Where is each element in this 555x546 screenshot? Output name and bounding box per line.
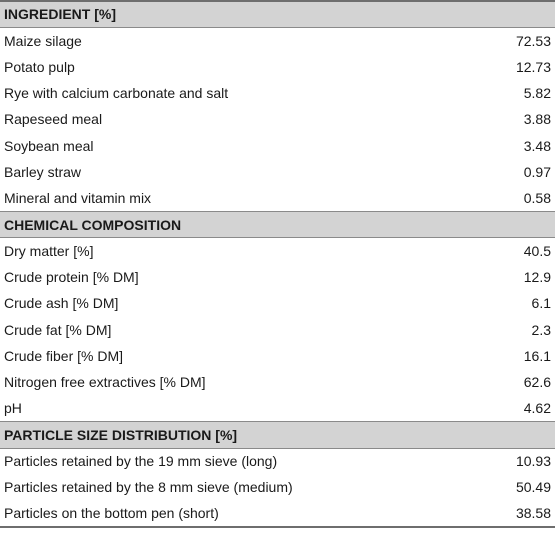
table-row: Rye with calcium carbonate and salt 5.82 (0, 80, 555, 106)
row-value: 12.73 (515, 58, 551, 75)
table-row: Barley straw 0.97 (0, 159, 555, 185)
table-row: Crude protein [% DM] 12.9 (0, 264, 555, 290)
table-row: Nitrogen free extractives [% DM] 62.6 (0, 369, 555, 395)
row-value: 0.97 (523, 163, 551, 180)
table-row: Particles retained by the 8 mm sieve (me… (0, 474, 555, 500)
section-header-particle-size: PARTICLE SIZE DISTRIBUTION [%] (0, 421, 555, 449)
table-row: Crude fiber [% DM] 16.1 (0, 343, 555, 369)
table-row: Maize silage 72.53 (0, 27, 555, 53)
row-value: 10.93 (515, 453, 551, 470)
row-label: Barley straw (4, 163, 82, 180)
row-value: 72.53 (515, 32, 551, 49)
section-header-ingredient: INGREDIENT [%] (0, 0, 555, 28)
row-value: 38.58 (475, 500, 555, 528)
table-row: Potato pulp 12.73 (0, 54, 555, 80)
row-value: 40.5 (523, 243, 551, 260)
table-row: pH 4.62 (0, 395, 555, 421)
row-label: pH (4, 400, 22, 417)
row-value: 3.48 (523, 137, 551, 154)
section-header-chemical-composition: CHEMICAL COMPOSITION (0, 210, 555, 239)
row-label: Dry matter [%] (4, 243, 94, 260)
table-row: Mineral and vitamin mix 0.58 (0, 185, 555, 211)
row-label: Rye with calcium carbonate and salt (4, 85, 229, 102)
row-label: Crude fiber [% DM] (4, 348, 124, 364)
composition-table: INGREDIENT [%] Maize silage 72.53 Potato … (0, 0, 555, 528)
section-title: INGREDIENT [%] (0, 0, 555, 28)
row-label: Crude ash [% DM] (4, 295, 119, 312)
row-label: Potato pulp (4, 58, 75, 75)
row-label: Crude protein [% DM] (4, 269, 139, 286)
row-value: 3.88 (523, 111, 551, 128)
row-label: Nitrogen free extractives [% DM] (4, 374, 206, 391)
row-value: 2.3 (531, 321, 551, 338)
table-row: Soybean meal 3.48 (0, 132, 555, 158)
row-value: 62.6 (523, 374, 551, 391)
table-row: Rapeseed meal 3.88 (0, 106, 555, 132)
row-label: Crude fat [% DM] (4, 321, 112, 338)
row-label: Particles retained by the 19 mm sieve (l… (4, 453, 278, 470)
table-row: Particles retained by the 19 mm sieve (l… (0, 448, 555, 474)
row-value: 4.62 (523, 400, 551, 417)
row-label: Particles on the bottom pen (short) (0, 500, 475, 528)
row-value: 12.9 (523, 269, 551, 286)
section-title: CHEMICAL COMPOSITION (0, 210, 555, 239)
row-value: 16.1 (523, 348, 551, 364)
row-value: 0.58 (523, 189, 551, 206)
table-row: Crude fat [% DM] 2.3 (0, 317, 555, 343)
row-value: 50.49 (515, 479, 551, 496)
section-title: PARTICLE SIZE DISTRIBUTION [%] (0, 421, 555, 449)
table-row: Dry matter [%] 40.5 (0, 238, 555, 264)
row-value: 5.82 (523, 85, 551, 102)
row-value: 6.1 (531, 295, 551, 312)
table-row: Particles on the bottom pen (short) 38.58 (0, 500, 555, 528)
row-label: Rapeseed meal (4, 111, 103, 128)
row-label: Soybean meal (4, 137, 94, 154)
row-label: Maize silage (4, 32, 82, 49)
row-label: Particles retained by the 8 mm sieve (me… (4, 479, 293, 496)
table-row: Crude ash [% DM] 6.1 (0, 290, 555, 316)
row-label: Mineral and vitamin mix (4, 189, 152, 206)
